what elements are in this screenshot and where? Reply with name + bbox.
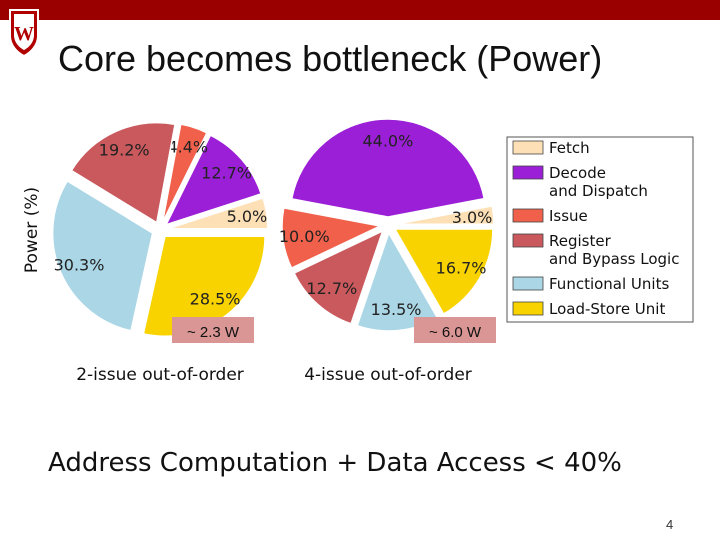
legend-label: and Dispatch [549,182,648,200]
legend-entry-fetch: Fetch [512,139,590,157]
slice-label-load-store-unit: 28.5% [190,290,241,309]
slice-functional-units [51,179,154,332]
slice-label-fetch: 5.0% [227,207,268,226]
legend-label: Load-Store Unit [549,300,665,318]
university-crest-logo: W [9,9,39,58]
power-annotation: ~ 2.3 W [172,317,254,343]
slice-fetch [395,204,495,225]
power-annotation-text: ~ 6.0 W [429,324,482,341]
legend-entry-load-store-unit: Load-Store Unit [512,300,665,318]
slide-title: Core becomes bottleneck (Power) [58,38,603,79]
slice-label-fetch: 3.0% [452,208,493,227]
slice-register-and-bypass-logic [293,229,384,325]
slice-fetch [167,196,269,230]
legend-swatch [512,233,544,248]
legend-swatch [512,140,544,155]
slice-label-issue: 10.0% [279,227,330,246]
slice-label-decode-and-dispatch: 44.0% [362,132,413,151]
legend-entry-functional-units: Functional Units [512,275,669,293]
slice-issue [161,123,208,223]
legend-label: Register [549,232,612,250]
legend-swatch [512,301,544,316]
legend-label: Issue [549,207,588,225]
legend-entry-issue: Issue [512,207,588,225]
legend-label: Fetch [549,139,590,157]
power-annotation-text: ~ 2.3 W [187,324,240,341]
pie-4-issue-out-of-order: 3.0% 44.0% 10.0% 12.7% 13.5% 16.7% 4-issue out… [279,118,496,385]
legend-swatch [512,276,544,291]
slice-label-functional-units: 30.3% [54,255,105,274]
crest-letter: W [14,23,34,45]
legend-label: Functional Units [549,275,669,293]
slice-label-register-and-bypass-logic: 19.2% [99,141,150,160]
footer-statement: Address Computation + Data Access < 40% [48,448,622,478]
pie-caption: 2-issue out-of-order [76,365,244,385]
slice-issue [281,207,383,270]
slice-decode-and-dispatch [164,134,263,227]
page-number: 4 [666,517,674,532]
slice-register-and-bypass-logic [70,121,176,224]
top-bar [0,0,720,20]
legend-label: Decode [549,164,606,182]
slice-label-register-and-bypass-logic: 12.7% [306,279,357,298]
pie-2-issue-out-of-order: 5.0% 12.7% 4.4% 19.2% 30.3% 28.5% 2-issue out-… [51,121,269,385]
slice-label-issue: 4.4% [167,138,208,157]
slice-decode-and-dispatch [290,118,486,218]
y-axis-label: Power (%) [22,187,42,273]
power-annotation: ~ 6.0 W [414,317,496,343]
slice-label-load-store-unit: 16.7% [436,258,487,277]
legend-label: and Bypass Logic [549,250,679,268]
slice-label-functional-units: 13.5% [371,300,422,319]
legend-swatch [512,165,544,180]
slice-load-store-unit [142,235,266,337]
slice-label-decode-and-dispatch: 12.7% [201,163,252,182]
slice-load-store-unit [393,228,494,316]
legend-swatch [512,208,544,223]
pie-caption: 4-issue out-of-order [304,365,472,385]
